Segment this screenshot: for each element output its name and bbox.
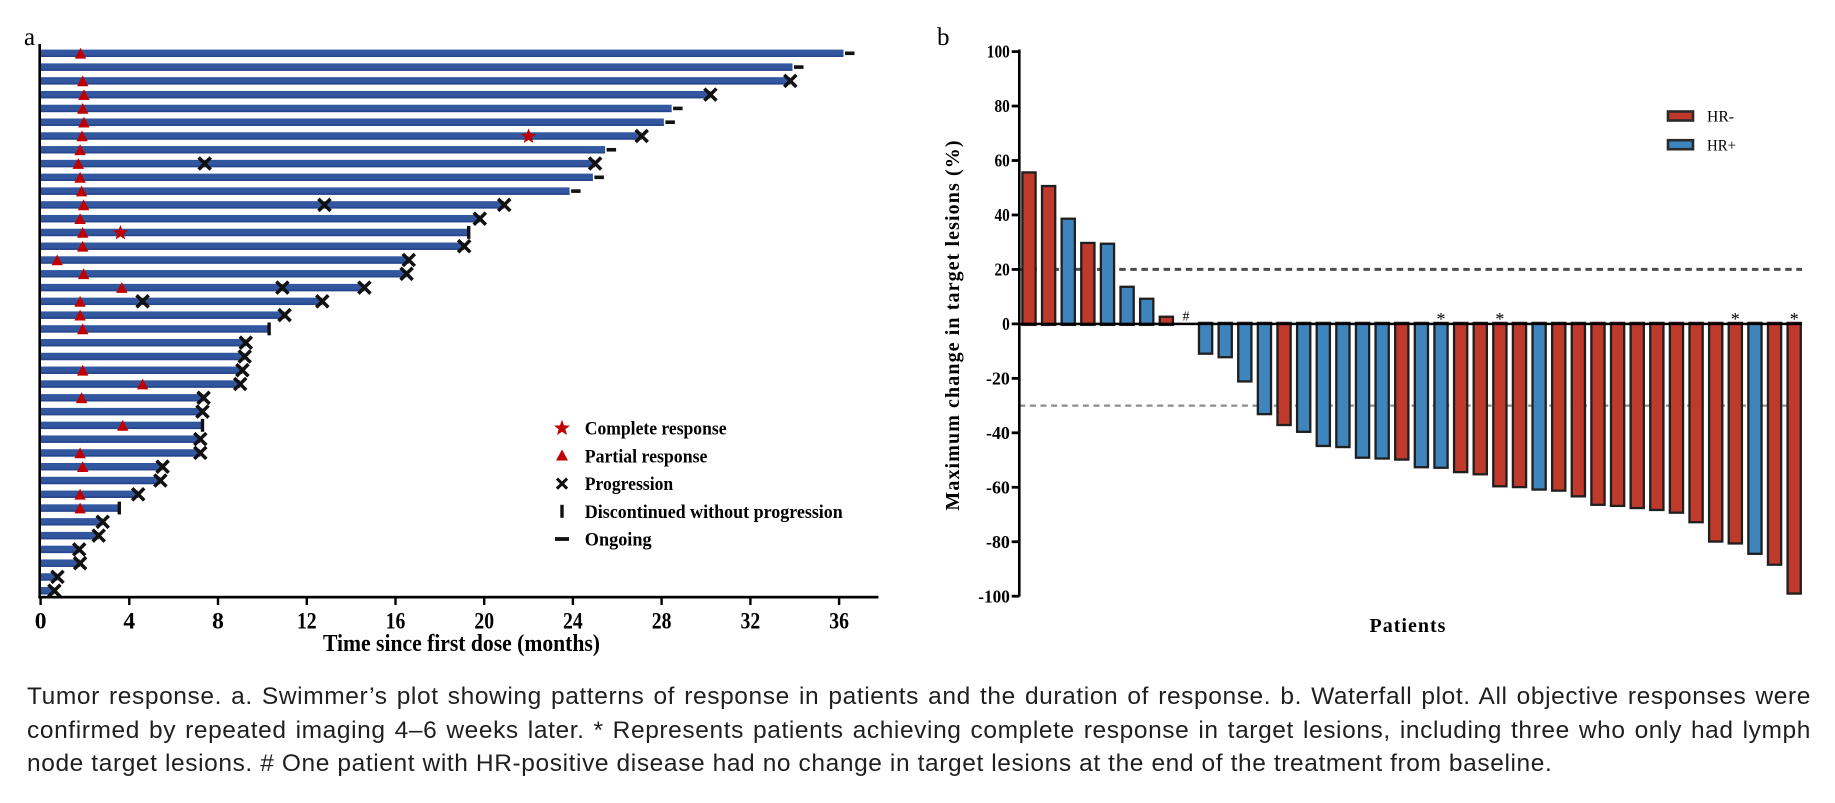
svg-text:*: *	[1437, 309, 1446, 329]
svg-text:40: 40	[995, 205, 1011, 225]
svg-text:b: b	[937, 24, 950, 51]
svg-text:20: 20	[474, 608, 494, 634]
svg-text:20: 20	[995, 260, 1011, 280]
svg-text:Time since first dose (months): Time since first dose (months)	[323, 631, 600, 657]
svg-text:HR+: HR+	[1707, 137, 1736, 154]
svg-text:Discontinued without progressi: Discontinued without progression	[585, 502, 843, 523]
svg-text:36: 36	[829, 608, 849, 634]
svg-text:28: 28	[652, 608, 672, 634]
svg-text:-100: -100	[978, 586, 1010, 606]
svg-text:0: 0	[1002, 314, 1010, 334]
svg-text:Partial response: Partial response	[585, 446, 708, 467]
svg-text:*: *	[1731, 309, 1740, 329]
svg-text:Ongoing: Ongoing	[585, 530, 652, 551]
svg-text:a: a	[24, 24, 35, 51]
svg-text:*: *	[1790, 309, 1799, 329]
svg-text:Progression: Progression	[585, 474, 674, 495]
svg-text:8: 8	[212, 608, 224, 634]
svg-text:-80: -80	[986, 532, 1010, 552]
svg-text:16: 16	[386, 608, 406, 634]
svg-text:-20: -20	[986, 368, 1010, 388]
svg-text:Complete response: Complete response	[585, 419, 727, 440]
svg-text:#: #	[1183, 310, 1190, 325]
svg-text:80: 80	[995, 96, 1011, 116]
svg-text:12: 12	[297, 608, 317, 634]
svg-text:HR-: HR-	[1707, 108, 1734, 125]
svg-text:Patients: Patients	[1370, 615, 1447, 637]
svg-text:24: 24	[563, 608, 583, 634]
svg-text:*: *	[1495, 309, 1504, 329]
svg-text:60: 60	[995, 151, 1011, 171]
svg-text:100: 100	[987, 42, 1010, 62]
svg-text:-40: -40	[986, 423, 1010, 443]
svg-text:4: 4	[123, 608, 135, 634]
svg-text:32: 32	[741, 608, 761, 634]
svg-text:-60: -60	[986, 477, 1010, 497]
svg-text:Maximum change in target lesio: Maximum change in target lesions (%)	[942, 139, 964, 510]
svg-text:0: 0	[35, 608, 47, 634]
